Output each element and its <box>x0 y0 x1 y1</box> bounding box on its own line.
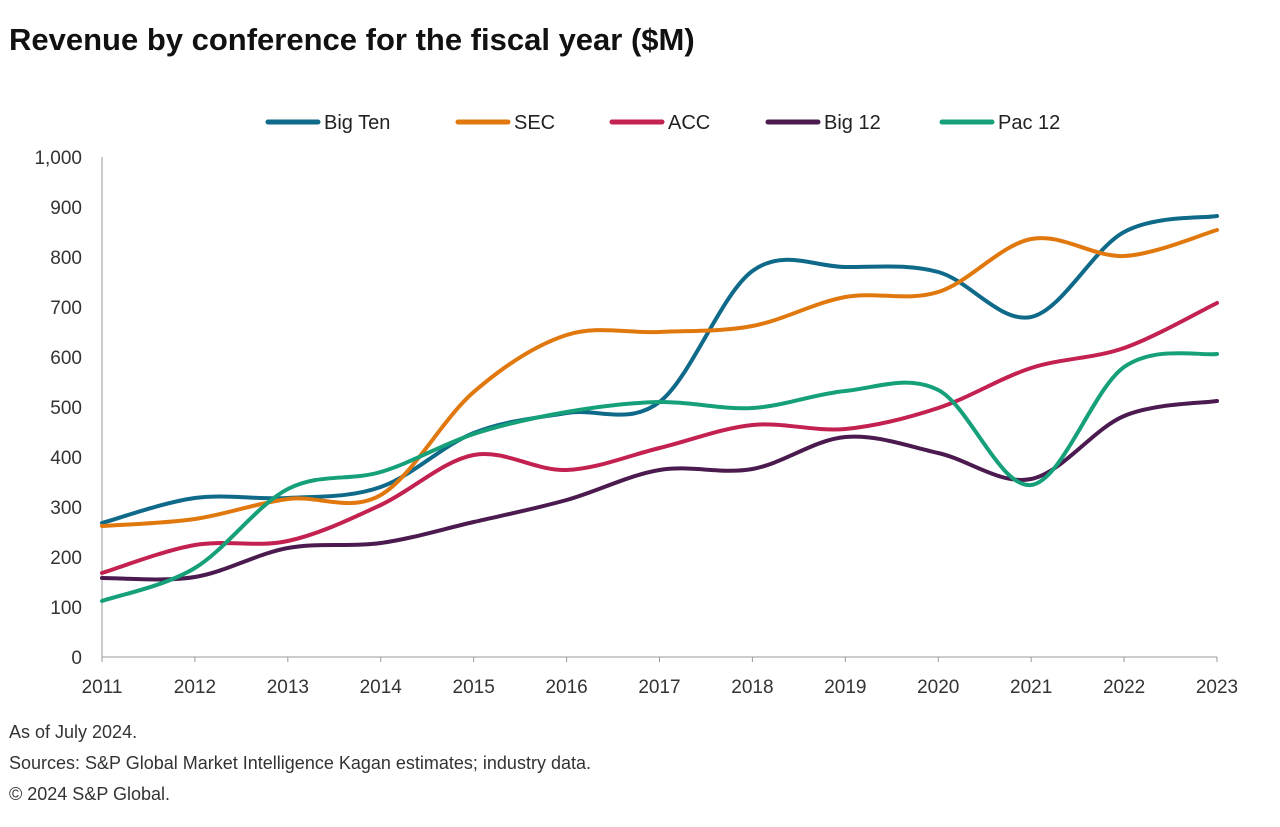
x-tick-label: 2015 <box>453 677 495 698</box>
y-tick-label: 100 <box>50 598 82 619</box>
x-tick-label: 2019 <box>824 677 866 698</box>
y-tick-label: 1,000 <box>34 148 82 169</box>
x-tick-label: 2011 <box>82 677 123 698</box>
y-tick-label: 600 <box>50 348 82 369</box>
series-line-acc <box>100 301 1219 575</box>
footnote-sources: Sources: S&P Global Market Intelligence … <box>9 753 591 773</box>
series-line-pac-12 <box>100 351 1219 603</box>
footnote-date: As of July 2024. <box>9 722 138 742</box>
x-tick-label: 2017 <box>638 677 680 698</box>
legend-label-big-ten: Big Ten <box>324 112 390 134</box>
y-tick-label: 500 <box>50 398 82 419</box>
footnote-copyright: © 2024 S&P Global. <box>9 784 171 804</box>
x-tick-label: 2020 <box>917 677 959 698</box>
x-tick-label: 2016 <box>545 677 587 698</box>
line-chart: 0 100 200 300 400 500 600 700 800 900 1,000 2011 201… <box>34 112 1238 698</box>
legend-label-acc: ACC <box>668 112 710 134</box>
y-tick-label: 400 <box>50 448 82 469</box>
x-tick-label: 2012 <box>174 677 216 698</box>
chart-title: Revenue by conference for the fiscal yea… <box>9 22 695 57</box>
x-tick-label: 2021 <box>1010 677 1052 698</box>
legend-label-pac-12: Pac 12 <box>998 112 1060 134</box>
series-line-big-12 <box>100 399 1219 582</box>
y-tick-label: 900 <box>50 198 82 219</box>
y-tick-label: 200 <box>50 548 82 569</box>
legend-label-big-12: Big 12 <box>824 112 881 134</box>
x-tick-label: 2018 <box>731 677 773 698</box>
x-tick-label: 2014 <box>360 677 403 698</box>
x-tick-label: 2022 <box>1103 677 1145 698</box>
y-tick-label: 700 <box>50 298 82 319</box>
y-tick-label: 300 <box>50 498 82 519</box>
y-tick-label: 800 <box>50 248 82 269</box>
x-tick-label: 2023 <box>1196 677 1238 698</box>
legend-label-sec: SEC <box>514 112 555 134</box>
y-tick-label: 0 <box>71 648 82 669</box>
x-tick-label: 2013 <box>267 677 309 698</box>
series-line-big-ten <box>100 214 1219 525</box>
series-line-sec <box>100 228 1219 528</box>
